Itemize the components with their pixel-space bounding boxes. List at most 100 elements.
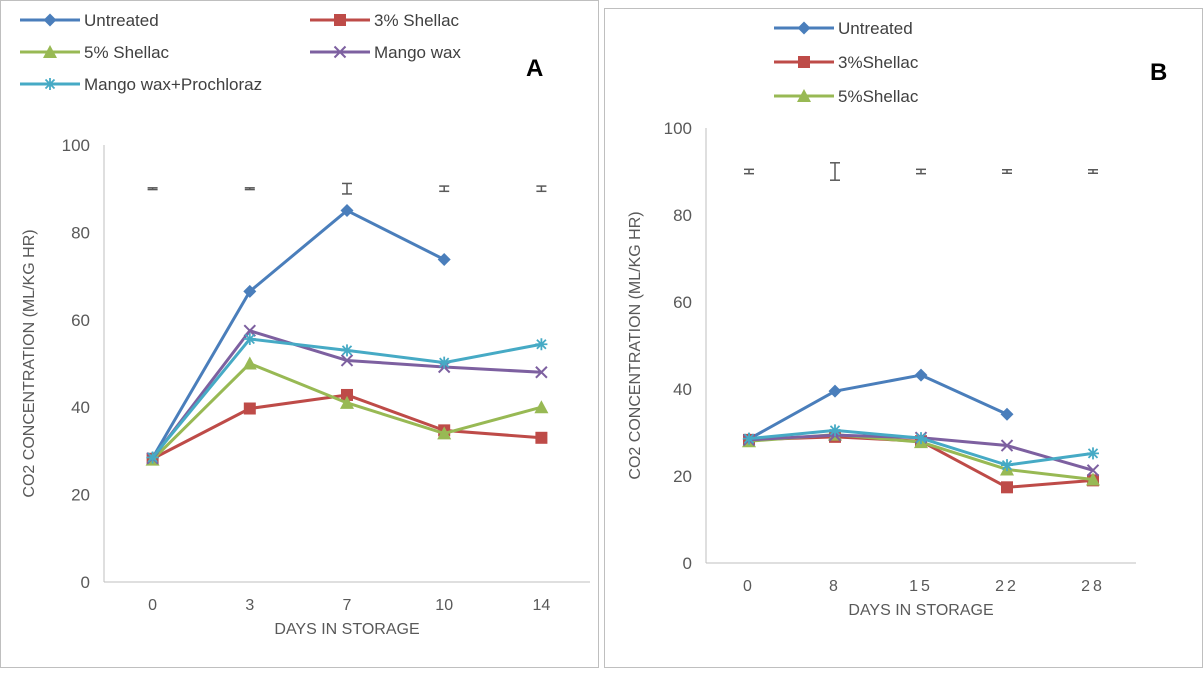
error-bar [536, 185, 547, 193]
x-tick-label: 14 [533, 597, 551, 614]
data-point [340, 354, 354, 367]
legend-entry: 3% Shellac [310, 11, 460, 30]
data-point [341, 388, 353, 401]
data-point [535, 366, 548, 379]
legend-marker [43, 13, 57, 27]
x-tick-label: 0 [743, 578, 755, 595]
error-bar [244, 187, 255, 191]
legend-label: 5% Shellac [84, 43, 170, 62]
data-point [1087, 447, 1099, 460]
data-point [438, 356, 451, 369]
series-0 [742, 368, 1014, 446]
y-tick-label: 0 [683, 554, 692, 573]
legend-marker [797, 89, 811, 102]
x-tick-label: 3 [245, 597, 254, 614]
x-tick-label: 10 [435, 597, 453, 614]
error-bar [342, 182, 352, 195]
y-tick-label: 80 [71, 223, 90, 242]
y-tick-label: 60 [673, 293, 692, 312]
data-point [146, 451, 159, 464]
data-point [1000, 439, 1014, 452]
legend-entry: Mango wax+Prochloraz [20, 75, 262, 94]
data-point [1001, 481, 1013, 494]
series-4 [743, 424, 1099, 472]
data-point [1001, 459, 1013, 472]
series-line [748, 373, 1008, 441]
legend-entry: Mango wax [310, 43, 461, 62]
legend-label: 3% Shellac [374, 11, 460, 30]
legend-marker [334, 14, 346, 26]
data-point [243, 333, 256, 346]
data-point [915, 432, 927, 445]
x-tick-label: 28 [1081, 578, 1105, 595]
chart-frame [0, 0, 599, 668]
y-tick-label: 40 [71, 398, 90, 417]
y-tick-label: 100 [62, 136, 90, 155]
data-point [1000, 407, 1014, 421]
error-bar [916, 168, 926, 175]
legend-entry: 5%Shellac [774, 87, 919, 106]
data-point [243, 402, 256, 415]
legend-label: Mango wax+Prochloraz [84, 75, 262, 94]
error-bar [744, 168, 754, 175]
y-axis-title: CO2 CONCENTRATION (ML/KG HR) [627, 211, 644, 479]
panel-label: B [1150, 59, 1167, 86]
x-tick-label: 15 [909, 578, 933, 595]
data-point [535, 431, 548, 444]
chart-b-svg: 0 20 40 60 80 100 0 8 15 22 28 DAYS IN STORAGE CO2 C… [604, 8, 1203, 668]
legend-label: Untreated [838, 19, 913, 38]
series-0 [146, 204, 451, 465]
y-tick-label: 20 [673, 467, 692, 486]
legend-entry: Untreated [774, 19, 913, 38]
chart-frame [604, 8, 1203, 668]
error-bar [1088, 169, 1098, 174]
x-tick-label: 22 [995, 578, 1019, 595]
data-point [340, 204, 354, 218]
series-line [151, 209, 445, 459]
data-point [743, 432, 755, 445]
legend-marker [43, 45, 57, 58]
legend-label: Untreated [84, 11, 159, 30]
y-tick-label: 0 [81, 573, 90, 592]
legend-marker [333, 45, 347, 59]
chart-a-svg: 0 20 40 60 80 100 0 3 7 10 14 DAYS IN STORAGE CO2 CO… [0, 0, 599, 668]
legend-label: 3%Shellac [838, 53, 919, 72]
data-point [534, 400, 549, 414]
panel-label: A [526, 55, 543, 82]
x-tick-label: 7 [343, 597, 352, 614]
error-bar [830, 162, 840, 181]
y-tick-label: 80 [673, 206, 692, 225]
y-tick-label: 40 [673, 380, 692, 399]
error-bar [1002, 169, 1012, 174]
series-4 [146, 333, 548, 464]
chart-panel-b: 0 20 40 60 80 100 0 8 15 22 28 DAYS IN STORAGE CO2 C… [604, 0, 1204, 668]
data-point [1086, 472, 1100, 486]
data-point [437, 252, 451, 266]
data-point [340, 395, 354, 409]
x-axis-title: DAYS IN STORAGE [848, 602, 993, 619]
legend-label: Mango wax [374, 43, 461, 62]
y-tick-label: 100 [664, 119, 692, 138]
data-point [437, 426, 452, 440]
y-tick-label: 20 [71, 486, 90, 505]
legend-label: 5%Shellac [838, 87, 919, 106]
data-point [535, 338, 548, 351]
error-bar [147, 187, 158, 191]
series-2 [145, 356, 549, 466]
x-tick-label: 0 [148, 597, 157, 614]
data-point [828, 384, 842, 398]
chart-panel-a: 0 20 40 60 80 100 0 3 7 10 14 DAYS IN STORAGE CO2 CO… [0, 0, 600, 668]
data-point [914, 368, 928, 382]
series-line [151, 362, 542, 461]
data-point [829, 424, 841, 437]
data-point [242, 356, 257, 370]
x-axis-title: DAYS IN STORAGE [274, 621, 419, 638]
y-axis-title: CO2 CONCENTRATION (ML/KG HR) [21, 229, 38, 497]
legend-marker [44, 78, 56, 90]
legend-marker [798, 56, 810, 68]
legend-marker [797, 21, 811, 35]
y-tick-label: 60 [71, 311, 90, 330]
data-point [243, 284, 257, 298]
legend-entry: 5% Shellac [20, 43, 170, 62]
legend-entry: Untreated [20, 11, 159, 30]
